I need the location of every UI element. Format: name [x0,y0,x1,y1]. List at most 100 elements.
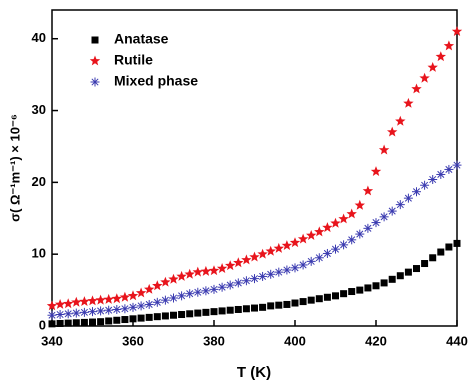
x-tick-label: 420 [365,333,387,348]
marker [63,298,74,309]
marker [63,309,73,319]
marker [437,248,445,256]
marker [420,180,430,190]
marker [127,290,139,301]
marker [71,296,82,307]
marker [120,304,130,314]
x-axis-label: T (K) [237,364,271,381]
marker [436,169,446,179]
marker [121,316,129,324]
marker [168,273,179,284]
marker [56,319,64,327]
marker [193,287,203,297]
marker [413,265,420,273]
marker [403,97,414,108]
marker [169,293,178,303]
marker [176,270,187,281]
marker [184,268,195,279]
marker [192,266,203,277]
marker [71,308,81,318]
x-tick-label: 340 [41,333,63,348]
marker [89,318,96,326]
marker [251,304,258,312]
marker [152,297,162,307]
marker [54,299,66,309]
marker [372,282,380,290]
marker [46,300,58,311]
marker [435,51,446,62]
marker [395,200,405,210]
marker [258,271,268,281]
marker [128,302,138,312]
marker [144,299,154,309]
legend-label: Rutile [114,52,153,68]
x-tick-label: 360 [122,333,144,348]
marker [380,279,388,287]
marker [217,282,227,292]
marker [79,307,89,317]
marker [216,263,228,273]
marker [297,233,309,244]
marker [257,248,268,259]
marker [379,212,389,222]
marker [79,296,90,306]
marker [452,160,462,170]
marker [356,286,364,294]
marker [136,301,146,311]
marker [160,276,171,287]
marker [144,283,155,294]
marker [210,308,218,316]
marker [250,274,259,284]
marker [259,303,267,311]
marker [378,144,390,155]
marker [331,244,340,254]
marker [225,280,235,290]
marker [347,235,357,245]
marker [298,260,308,270]
marker [234,305,242,313]
marker [396,272,404,280]
marker [233,278,243,288]
legend-label: Anatase [114,31,169,47]
marker [48,320,56,328]
y-axis-label: σ( Ω⁻¹m⁻¹) × 10⁻⁶ [7,114,22,222]
marker [87,295,98,306]
marker [208,265,220,276]
marker [371,218,381,228]
marker [97,318,105,326]
marker [290,263,300,273]
marker [314,253,324,263]
marker [161,312,169,320]
marker [332,292,339,300]
marker [80,318,88,326]
y-tick-label: 40 [32,30,46,45]
marker [306,230,317,240]
marker [129,315,137,323]
marker [267,302,275,310]
marker [112,304,122,314]
x-tick-label: 440 [446,333,468,348]
marker [135,287,147,298]
marker [453,239,461,247]
marker [445,243,453,251]
marker [404,268,412,276]
marker [105,317,113,325]
marker [266,269,276,279]
marker [314,226,325,237]
marker [363,223,373,233]
marker [241,254,252,265]
marker [194,309,202,317]
marker [218,307,226,315]
marker [111,293,122,304]
marker [443,40,455,51]
marker [275,301,283,309]
marker [200,265,212,276]
marker [113,316,121,324]
marker [348,288,356,296]
marker [427,62,438,72]
marker [119,291,131,302]
marker [419,72,430,83]
marker [330,217,341,228]
marker [354,199,365,210]
marker [388,275,396,283]
